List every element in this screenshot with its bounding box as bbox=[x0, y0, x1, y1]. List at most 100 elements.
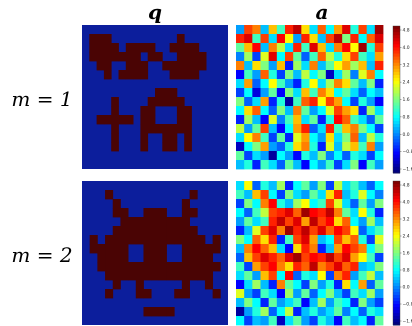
heatmap-cell bbox=[260, 262, 270, 272]
heatmap-cell bbox=[358, 235, 368, 245]
heatmap-cell bbox=[181, 253, 190, 263]
heatmap-cell bbox=[260, 244, 270, 254]
heatmap-cell bbox=[301, 160, 310, 170]
heatmap-cell bbox=[301, 142, 310, 152]
heatmap-cell bbox=[143, 289, 152, 299]
colorbar-segment bbox=[393, 56, 400, 61]
heatmap-cell bbox=[293, 88, 302, 98]
heatmap-cell bbox=[342, 235, 351, 245]
heatmap-cell bbox=[334, 253, 343, 263]
heatmap-cell bbox=[268, 298, 278, 308]
colorbar-segment bbox=[393, 244, 400, 248]
heatmap-cell bbox=[120, 217, 129, 227]
heatmap-cell bbox=[260, 88, 270, 98]
heatmap-cell bbox=[334, 115, 343, 125]
heatmap-cell bbox=[350, 97, 359, 107]
colorbar-segment bbox=[393, 301, 400, 305]
heatmap-cell bbox=[342, 52, 351, 62]
heatmap-cell bbox=[325, 133, 335, 143]
heatmap-cell bbox=[358, 43, 368, 53]
heatmap-cell bbox=[176, 124, 185, 134]
heatmap-cell bbox=[260, 208, 270, 218]
colorbar-segment bbox=[393, 304, 400, 308]
heatmap-cell bbox=[268, 280, 278, 290]
heatmap-cell bbox=[285, 160, 294, 170]
heatmap-cell bbox=[366, 289, 376, 299]
heatmap-cell bbox=[155, 52, 163, 62]
colorbar-segment bbox=[393, 84, 400, 88]
heatmap-cell bbox=[309, 289, 319, 299]
heatmap-cell bbox=[204, 244, 214, 254]
heatmap-cell bbox=[317, 151, 327, 161]
heatmap-cell bbox=[325, 160, 335, 170]
heatmap-cell bbox=[293, 133, 302, 143]
heatmap-cell bbox=[276, 97, 286, 107]
heatmap-cell bbox=[317, 79, 327, 89]
heatmap-cell bbox=[317, 262, 327, 272]
heatmap-cell bbox=[325, 79, 335, 89]
heatmap-cell bbox=[334, 298, 343, 308]
colorbar-segment bbox=[393, 44, 400, 48]
heatmap-cell bbox=[366, 79, 376, 89]
heatmap-cell bbox=[301, 235, 310, 245]
heatmap-cell bbox=[358, 25, 368, 35]
heatmap-cell bbox=[112, 199, 121, 209]
heatmap-cell bbox=[325, 25, 335, 35]
heatmap-cell bbox=[236, 226, 245, 236]
heatmap-cell bbox=[260, 142, 270, 152]
heatmap-cell bbox=[276, 280, 286, 290]
heatmap-cell bbox=[252, 271, 261, 281]
heatmap-cell bbox=[334, 61, 343, 71]
colorbar-tick-label: 2.4 bbox=[403, 234, 410, 240]
heatmap-cell bbox=[151, 208, 160, 218]
heatmap-cell bbox=[260, 160, 270, 170]
heatmap-cell bbox=[125, 43, 134, 53]
heatmap-cell bbox=[158, 217, 167, 227]
heatmap-cell bbox=[309, 271, 319, 281]
heatmap-cell bbox=[309, 280, 319, 290]
heatmap-cell bbox=[89, 52, 97, 62]
heatmap-cell bbox=[135, 226, 144, 236]
heatmap-cell bbox=[366, 307, 376, 317]
heatmap-cell bbox=[236, 160, 245, 170]
heatmap-cell bbox=[309, 190, 319, 200]
column-title-a: a bbox=[316, 0, 329, 24]
heatmap-cell bbox=[176, 43, 185, 53]
heatmap-cell bbox=[366, 115, 376, 125]
heatmap-cell bbox=[334, 124, 343, 134]
heatmap-cell bbox=[358, 133, 368, 143]
heatmap-cell bbox=[143, 226, 152, 236]
heatmap-cell bbox=[128, 271, 137, 281]
heatmap-cell bbox=[358, 97, 368, 107]
heatmap-cell bbox=[166, 235, 175, 245]
colorbar-segment bbox=[393, 102, 400, 107]
heatmap-cell bbox=[103, 61, 112, 71]
heatmap-cell bbox=[236, 25, 245, 35]
heatmap-cell bbox=[293, 298, 302, 308]
heatmap-cell bbox=[358, 244, 368, 254]
heatmap-cell bbox=[276, 70, 286, 80]
heatmap-cell bbox=[169, 124, 178, 134]
heatmap-cell bbox=[374, 79, 384, 89]
heatmap-cell bbox=[143, 253, 152, 263]
heatmap-cell bbox=[374, 226, 384, 236]
heatmap-cell bbox=[105, 190, 114, 200]
heatmap-cell bbox=[252, 235, 261, 245]
heatmap-cell bbox=[189, 271, 198, 281]
heatmap-cell bbox=[191, 52, 200, 62]
heatmap-cell bbox=[334, 271, 343, 281]
heatmap-cell bbox=[158, 235, 167, 245]
heatmap-cell bbox=[118, 115, 127, 125]
heatmap-m1-q bbox=[82, 25, 228, 169]
heatmap-cell bbox=[334, 142, 343, 152]
heatmap-cell bbox=[112, 280, 121, 290]
heatmap-cell bbox=[285, 280, 294, 290]
heatmap-cell bbox=[309, 133, 319, 143]
heatmap-cell bbox=[285, 115, 294, 125]
heatmap-cell bbox=[191, 43, 200, 53]
heatmap-cell bbox=[301, 52, 310, 62]
heatmap-cell bbox=[358, 280, 368, 290]
heatmap-cell bbox=[252, 190, 261, 200]
heatmap-cell bbox=[374, 280, 384, 290]
heatmap-cell bbox=[317, 253, 327, 263]
